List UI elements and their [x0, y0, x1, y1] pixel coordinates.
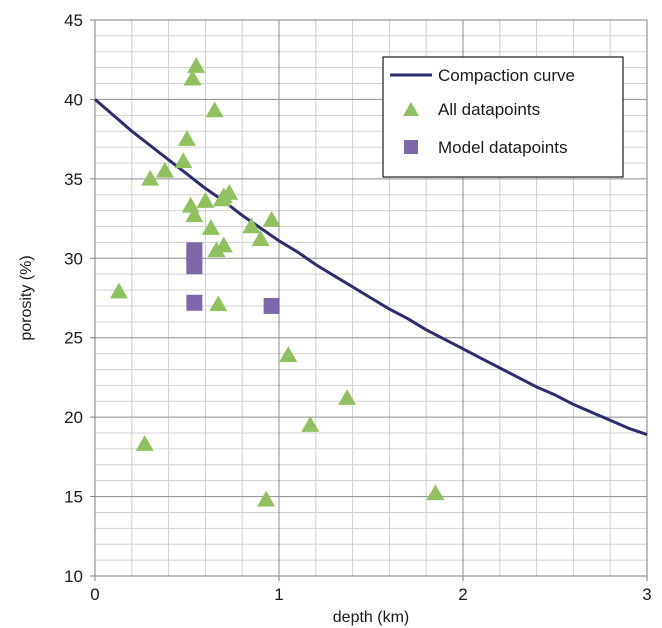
y-axis-label: porosity (%) [18, 255, 35, 340]
model-datapoint-marker [186, 258, 203, 275]
all-datapoint-marker [205, 101, 224, 118]
all-datapoint-marker [338, 389, 357, 405]
model-datapoint-marker [186, 294, 203, 311]
legend-swatch-all-datapoints [403, 102, 419, 116]
all-datapoint-marker [426, 484, 445, 501]
x-tick-label: 2 [458, 585, 467, 604]
all-datapoint-marker [185, 206, 204, 223]
all-datapoint-marker [196, 192, 215, 208]
all-datapoint-marker [109, 282, 128, 299]
all-datapoint-marker [201, 219, 220, 235]
y-tick-label: 30 [64, 249, 83, 268]
y-tick-label: 20 [64, 408, 83, 427]
legend-swatch-model-datapoints [404, 140, 418, 154]
compaction-curve-line [94, 98, 648, 437]
all-datapoint-marker [207, 241, 226, 258]
all-datapoint-marker [181, 196, 200, 213]
legend: Compaction curve All datapoints Model da… [382, 56, 624, 178]
plot-frame [94, 19, 648, 577]
all-datapoint-marker [178, 130, 196, 146]
compaction-curve-layer [94, 98, 648, 437]
y-tick-label: 40 [64, 90, 83, 109]
all-datapoint-marker [135, 435, 154, 451]
all-datapoint-marker [262, 211, 281, 227]
legend-label-compaction-curve: Compaction curve [438, 66, 575, 85]
y-tick-label: 15 [64, 488, 83, 507]
all-datapoints-layer [109, 57, 445, 507]
all-datapoint-marker [174, 152, 193, 169]
all-datapoint-marker [183, 69, 202, 86]
all-datapoint-marker [279, 346, 298, 362]
all-datapoint-marker [209, 295, 228, 312]
y-tick-label: 45 [64, 11, 83, 30]
model-datapoints-layer [186, 242, 280, 314]
legend-box [382, 56, 624, 178]
x-axis-label: depth (km) [333, 609, 409, 626]
x-tick-label: 0 [90, 585, 99, 604]
all-datapoint-marker [242, 217, 261, 234]
legend-label-all-datapoints: All datapoints [438, 100, 540, 119]
all-datapoint-marker [155, 161, 174, 178]
all-datapoint-marker [301, 416, 320, 432]
all-datapoint-marker [257, 490, 276, 507]
legend-label-model-datapoints: Model datapoints [438, 138, 567, 157]
x-tick-labels: 0 1 2 3 [90, 576, 652, 604]
x-tick-label: 3 [642, 585, 651, 604]
all-datapoint-marker [214, 187, 233, 204]
y-tick-label: 35 [64, 170, 83, 189]
x-tick-label: 1 [274, 585, 283, 604]
all-datapoint-marker [187, 57, 206, 73]
all-datapoint-marker [141, 169, 160, 186]
y-tick-label: 10 [64, 567, 83, 586]
y-tick-labels: 10 15 20 25 30 35 40 45 [64, 11, 95, 586]
model-datapoint-marker [263, 297, 280, 314]
y-tick-label: 25 [64, 329, 83, 348]
all-datapoint-marker [251, 230, 270, 246]
